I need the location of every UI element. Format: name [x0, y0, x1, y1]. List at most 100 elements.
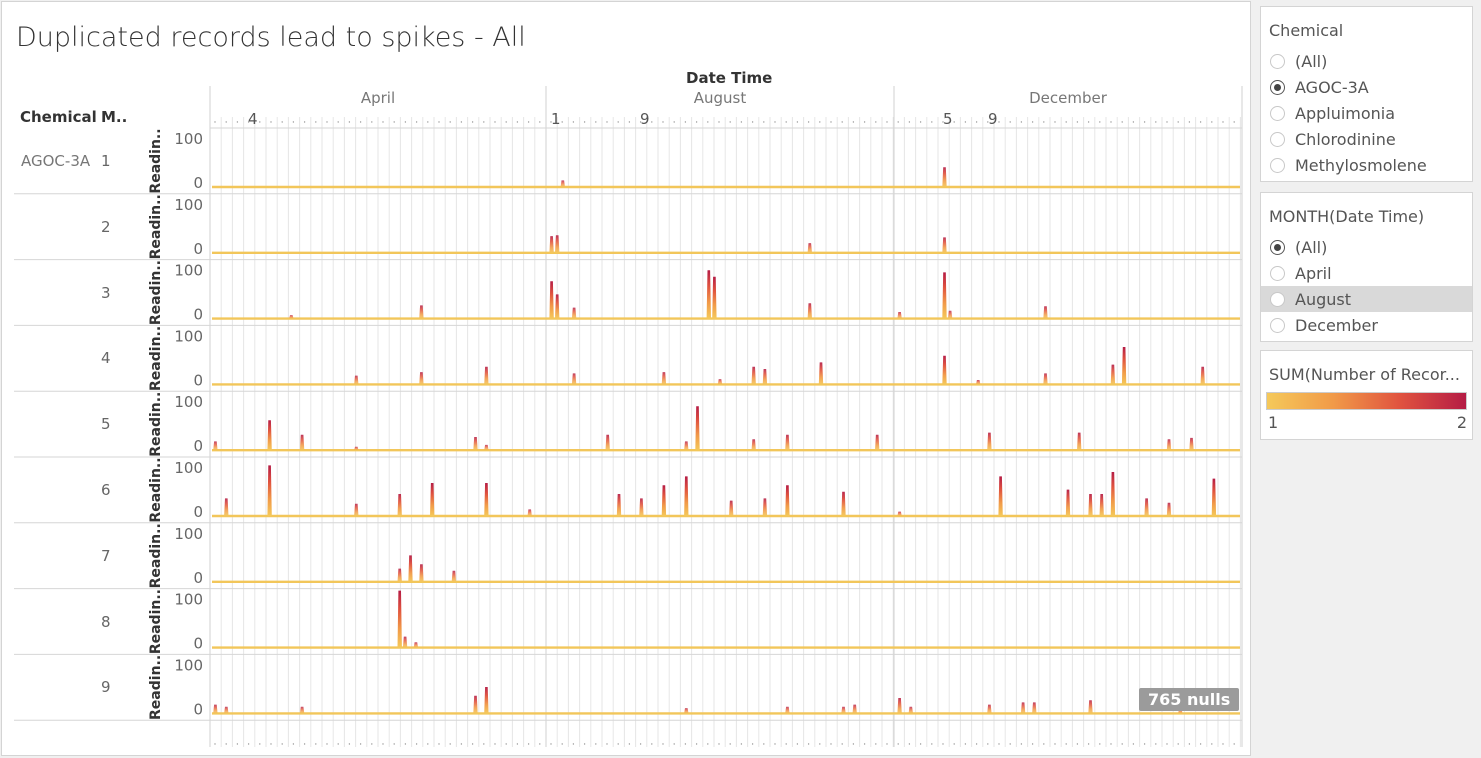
- tick-dot: [404, 121, 407, 123]
- radio-icon[interactable]: [1270, 239, 1285, 255]
- chemical-filter-option[interactable]: Appluimonia: [1261, 100, 1472, 126]
- tick-dot: [337, 121, 339, 123]
- spike-mark: [729, 500, 734, 516]
- chemical-filter-option[interactable]: (All): [1261, 48, 1472, 74]
- nulls-indicator[interactable]: 765 nulls: [1139, 688, 1240, 711]
- monitor-column-header[interactable]: M..: [101, 108, 128, 126]
- tick-dot: [1233, 121, 1235, 123]
- chemical-filter-options: (All) AGOC-3A Appluimonia Chlorodinine Methy…: [1261, 48, 1472, 178]
- tick-dot: [337, 743, 339, 745]
- radio-icon[interactable]: [1270, 291, 1285, 307]
- spike-mark: [1110, 472, 1116, 516]
- spike-mark: [1110, 364, 1116, 385]
- row-axis-label: Readin..: [148, 589, 164, 654]
- monitor-label: 1: [101, 152, 111, 170]
- tick-dot: [415, 743, 418, 745]
- radio-icon[interactable]: [1270, 53, 1285, 69]
- spike-mark: [942, 355, 947, 385]
- y-tick-label: 0: [193, 700, 203, 718]
- month-filter-option[interactable]: (All): [1261, 234, 1472, 260]
- spike-mark: [402, 636, 408, 648]
- month-label-august: August: [693, 89, 747, 107]
- tick-dot: [247, 121, 250, 123]
- month-filter-option[interactable]: December: [1261, 312, 1472, 338]
- monitor-label: 9: [101, 678, 111, 697]
- spike-mark: [555, 235, 560, 253]
- radio-icon[interactable]: [1270, 79, 1285, 95]
- spike-mark: [408, 555, 413, 582]
- tick-dot: [841, 743, 843, 745]
- spike-mark: [908, 706, 913, 714]
- tick-dot: [1121, 121, 1123, 123]
- monitor-label: 3: [101, 283, 111, 302]
- tick-dot: [606, 121, 608, 123]
- tick-dot: [852, 743, 855, 745]
- tick-dot: [942, 743, 944, 745]
- radio-icon[interactable]: [1270, 131, 1285, 147]
- spike-mark: [818, 362, 824, 385]
- chemical-filter-title: Chemical: [1269, 21, 1344, 40]
- tick-dot: [449, 743, 451, 745]
- radio-icon[interactable]: [1270, 157, 1285, 173]
- y-tick-label: 100: [174, 656, 203, 674]
- y-tick-label: 100: [174, 591, 203, 609]
- tick-dot: [1166, 743, 1168, 745]
- spike-mark: [785, 434, 790, 451]
- spike-mark: [987, 432, 992, 451]
- tick-dot: [987, 743, 989, 745]
- tick-dot: [315, 121, 317, 123]
- tick-dot: [628, 121, 631, 123]
- tick-dot: [729, 121, 731, 123]
- chemical-filter-option[interactable]: Methylosmolene: [1261, 152, 1472, 178]
- y-tick-label: 0: [193, 503, 203, 521]
- tick-dot: [841, 121, 843, 123]
- tick-dot: [371, 121, 373, 123]
- tick-dot: [236, 743, 239, 745]
- tick-dot: [1065, 121, 1067, 123]
- spike-mark: [717, 379, 723, 385]
- tick-dot: [639, 743, 642, 745]
- tick-dot: [908, 121, 911, 123]
- tick-dot: [684, 743, 687, 745]
- tick-dot: [740, 743, 743, 745]
- tick-dot: [863, 743, 866, 745]
- chemical-filter-option[interactable]: Chlorodinine: [1261, 126, 1472, 152]
- tick-dot: [527, 743, 530, 745]
- month-filter-option[interactable]: April: [1261, 260, 1472, 286]
- radio-icon[interactable]: [1270, 105, 1285, 121]
- spike-mark: [807, 243, 812, 253]
- chemical-column-header[interactable]: Chemical: [20, 108, 97, 126]
- tick-dot: [852, 121, 855, 123]
- tick-dot: [617, 743, 619, 745]
- chemical-filter-option[interactable]: AGOC-3A: [1261, 74, 1472, 100]
- tick-dot: [875, 121, 877, 123]
- spike-mark: [1166, 502, 1172, 516]
- spike-mark: [473, 695, 478, 714]
- tick-dot: [651, 121, 653, 123]
- spike-mark: [639, 498, 644, 516]
- tick-dot: [427, 121, 429, 123]
- tick-dot: [326, 121, 328, 123]
- chemical-filter-option-label: AGOC-3A: [1295, 77, 1369, 97]
- spike-mark: [430, 483, 435, 516]
- y-tick-label: 100: [174, 459, 203, 477]
- spike-mark: [785, 706, 790, 714]
- tick-dot: [863, 121, 866, 123]
- tick-dot: [919, 743, 922, 745]
- tick-dot: [807, 743, 810, 745]
- y-tick-label: 0: [193, 437, 203, 455]
- spike-mark: [555, 294, 560, 319]
- tick-dot: [942, 121, 944, 123]
- tick-dot: [1199, 121, 1202, 123]
- tick-dot: [975, 121, 978, 123]
- tick-dot: [1177, 743, 1179, 745]
- chemical-filter-option-label: Chlorodinine: [1295, 129, 1396, 149]
- radio-icon[interactable]: [1270, 317, 1285, 333]
- radio-icon[interactable]: [1270, 265, 1285, 281]
- tick-dot: [695, 743, 698, 745]
- month-filter-title: MONTH(Date Time): [1269, 207, 1425, 226]
- spike-mark: [397, 590, 402, 648]
- tick-dot: [348, 121, 351, 123]
- month-filter-option[interactable]: August: [1261, 286, 1472, 312]
